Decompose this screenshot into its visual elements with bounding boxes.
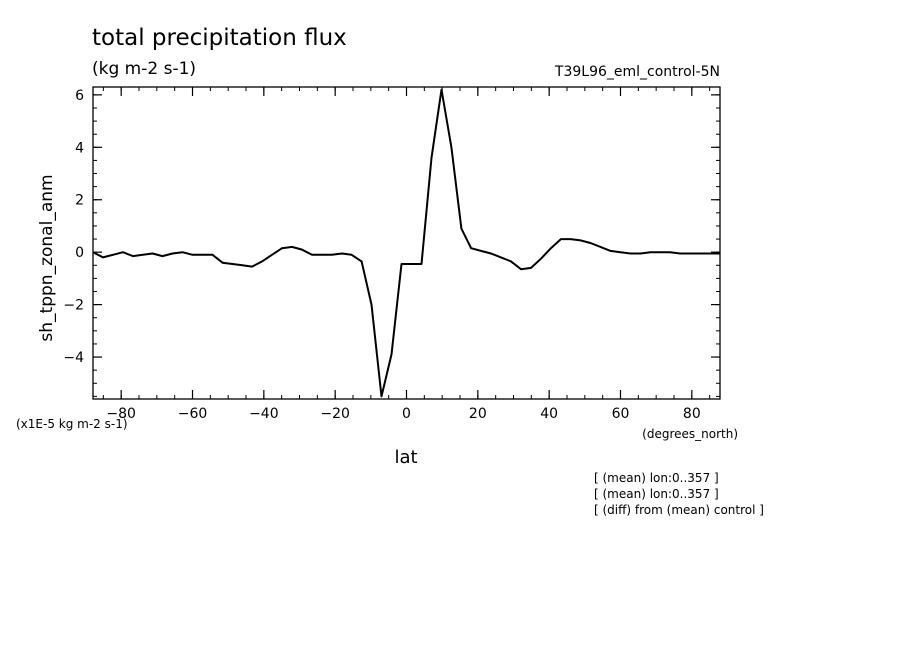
x-tick-label: −80 [106,406,136,422]
x-units-label: (degrees_north) [642,427,738,441]
y-tick-label: 6 [75,88,84,104]
plot-frame [92,86,721,400]
x-tick-label: 40 [540,406,558,422]
y-axis-label: sh_tppn_zonal_anm [37,174,57,341]
y-tick-label: 4 [75,140,84,156]
x-tick-label: −20 [320,406,350,422]
y-tick-label: −4 [63,350,84,366]
x-tick-label: 0 [402,406,411,422]
annotation-line: [ (mean) lon:0..357 ] [594,471,719,485]
chart-title: total precipitation flux [92,25,347,51]
annotation-line: [ (diff) from (mean) control ] [594,503,764,517]
series-line [93,88,720,398]
x-tick-label: 80 [683,406,701,422]
run-label: T39L96_eml_control-5N [554,64,720,80]
y-tick-label: 0 [75,245,84,261]
y-tick-label: 2 [75,193,84,209]
y-tick-label: −2 [63,298,84,314]
y-scale-label: (x1E-5 kg m-2 s-1) [16,417,128,431]
x-tick-label: −40 [249,406,279,422]
series [93,88,720,398]
x-axis-label: lat [394,447,417,468]
x-tick-label: −60 [178,406,208,422]
x-tick-label: 20 [469,406,487,422]
x-tick-label: 60 [612,406,630,422]
annotation-line: [ (mean) lon:0..357 ] [594,487,719,501]
chart-units: (kg m-2 s-1) [92,59,196,79]
